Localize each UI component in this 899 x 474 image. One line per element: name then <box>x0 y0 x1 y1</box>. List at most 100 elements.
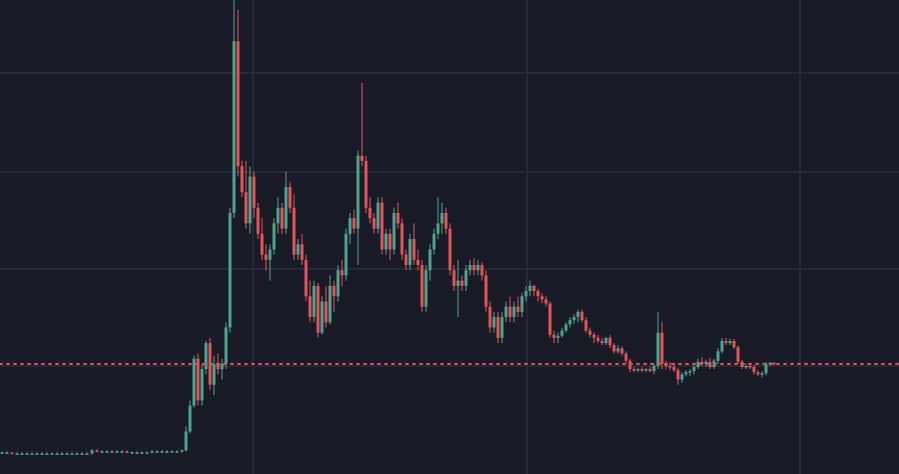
candle-body <box>704 361 708 364</box>
candle-body <box>468 265 472 271</box>
candle-body <box>608 337 612 346</box>
candle <box>115 450 119 453</box>
candle <box>764 361 768 376</box>
candle <box>540 293 544 304</box>
candle <box>155 450 159 453</box>
candle <box>268 244 272 281</box>
candle <box>572 313 576 325</box>
candle <box>75 452 79 455</box>
candle <box>772 361 776 365</box>
candle-body <box>55 453 59 455</box>
candle-body <box>644 369 648 371</box>
candle-body <box>624 353 628 361</box>
candle <box>584 317 588 333</box>
candle-body <box>308 296 312 318</box>
candle <box>516 296 520 318</box>
candle <box>428 244 432 281</box>
candle-body <box>10 452 14 454</box>
candle-body <box>716 351 720 361</box>
candle-body <box>15 453 19 455</box>
candle <box>720 337 724 354</box>
candle-body <box>155 451 159 453</box>
candle <box>456 259 460 318</box>
candle-body <box>120 451 124 453</box>
candle <box>336 265 340 302</box>
candle-body <box>652 365 656 372</box>
candle <box>444 207 448 234</box>
candle-body <box>115 451 119 453</box>
candle-body <box>296 244 300 255</box>
candle <box>120 450 124 453</box>
candle-body <box>464 270 468 286</box>
candle <box>468 259 472 276</box>
candle-body <box>536 291 540 297</box>
candle-body <box>356 155 360 229</box>
candle-body <box>300 244 304 260</box>
candle <box>672 363 676 373</box>
candle <box>196 353 200 406</box>
candle <box>380 197 384 255</box>
candle <box>135 451 139 454</box>
candle <box>400 218 404 260</box>
candle <box>35 452 39 455</box>
candle <box>560 327 564 338</box>
candle <box>160 450 164 453</box>
candle-body <box>472 265 476 271</box>
candle-body <box>288 186 292 208</box>
candle-body <box>228 212 232 328</box>
candle-body <box>352 218 356 229</box>
candle-body <box>424 270 428 307</box>
candle-body <box>165 451 169 453</box>
candle-body <box>508 306 512 318</box>
candle-body <box>5 452 9 454</box>
candle <box>292 194 296 260</box>
candle <box>728 338 732 346</box>
candle <box>608 334 612 349</box>
candle <box>392 207 396 255</box>
candle <box>476 259 480 276</box>
candle <box>480 261 484 281</box>
candle <box>600 337 604 346</box>
candle <box>532 284 536 297</box>
candle <box>304 254 308 302</box>
candle-body <box>572 317 576 321</box>
candle-body <box>50 453 54 455</box>
candle-body <box>524 291 528 297</box>
candle-body <box>236 41 240 167</box>
candle-body <box>85 453 89 455</box>
candle <box>596 334 600 344</box>
candle-body <box>656 332 660 366</box>
candle <box>272 218 276 255</box>
candle <box>25 452 29 455</box>
candle-body <box>724 341 728 344</box>
candle-body <box>324 301 328 323</box>
candle <box>204 341 208 375</box>
candle <box>220 358 224 380</box>
candle-body <box>692 367 696 372</box>
candle-body <box>180 450 184 452</box>
candle <box>296 239 300 260</box>
candle <box>548 301 552 338</box>
candle <box>652 363 656 375</box>
candle <box>640 367 644 373</box>
candle-body <box>568 320 572 325</box>
candle-body <box>284 186 288 229</box>
candle <box>692 363 696 375</box>
candle <box>256 202 260 239</box>
candle <box>432 228 436 255</box>
candle-body <box>70 453 74 455</box>
candle-body <box>252 176 256 208</box>
candle-body <box>292 207 296 255</box>
candle-body <box>416 259 420 266</box>
candle <box>508 296 512 323</box>
candle-body <box>20 453 24 455</box>
candle-body <box>392 212 396 250</box>
candle-body <box>276 207 280 224</box>
candle <box>668 361 672 371</box>
candle-body <box>504 306 508 318</box>
candle <box>244 160 248 229</box>
candle <box>170 450 174 453</box>
candle-body <box>604 337 608 344</box>
